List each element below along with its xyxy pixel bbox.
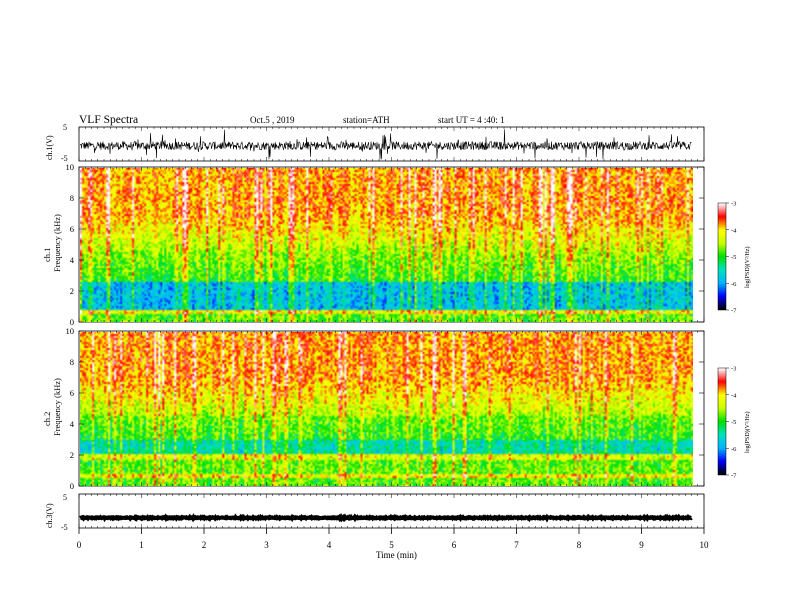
ch2-spectrogram-chlabel: ch.2 [42, 412, 52, 426]
ch1-ytick-2: 2 [70, 286, 74, 296]
ch1-ytick-10: 10 [66, 162, 75, 172]
ch2-cbar-label-3: -6 [731, 446, 737, 453]
xtick-label-3: 3 [264, 540, 269, 550]
start-ut-label: start UT = 4 :40: 1 [438, 115, 505, 125]
ch1-cbar-label-0: -3 [731, 201, 736, 208]
ch2-cbar-label-2: -5 [731, 419, 736, 426]
ch1-spectrogram-ylabel: Frequency (kHz) [52, 214, 62, 272]
xtick-label-1: 1 [139, 540, 144, 550]
xtick-label-8: 8 [577, 540, 582, 550]
xtick-label-4: 4 [327, 540, 332, 550]
xtick-label-7: 7 [514, 540, 519, 550]
ch1-waveform-trace [79, 129, 692, 160]
figure-title: VLF Spectra [79, 114, 138, 126]
xtick-label-6: 6 [452, 540, 457, 550]
ch2-ytick-6: 6 [70, 388, 74, 398]
ch1-spectrogram-chlabel: ch.1 [42, 248, 52, 262]
time-axis-label: Time (min) [376, 550, 417, 560]
date-label: Oct.5 , 2019 [250, 115, 295, 125]
ch3-waveform-panel: 5 -5 ch.3(V) [45, 493, 705, 532]
ch1-colorbar-label: log(PSD)(V²/Hz) [744, 247, 751, 288]
xtick-label-2: 2 [202, 540, 207, 550]
ch3-waveform-frame [78, 493, 705, 529]
ch2-ytick-0: 0 [70, 481, 74, 491]
ch2-spectrogram-ylabel: Frequency (kHz) [52, 378, 62, 436]
ch1-colorbar: -3 -4 -5 -6 -7 log(PSD)(V²/Hz) [717, 201, 751, 315]
ch3-waveform-trace [79, 513, 693, 523]
ch2-spectrogram-panel: 0 2 4 6 8 10 ch.2 Frequency (kHz) [42, 326, 705, 491]
xtick-label-10: 10 [700, 540, 710, 550]
ch1-waveform-panel: 5 -5 ch.1(V) [45, 123, 705, 163]
ch2-colorbar-gradient [718, 368, 726, 475]
ch2-cbar-label-1: -4 [731, 392, 737, 399]
ch1-ytick-6: 6 [70, 224, 74, 234]
ch2-cbar-label-0: -3 [731, 366, 736, 373]
ch1-spectrogram-panel: 0 2 4 6 8 10 ch.1 Frequency (kHz) [42, 162, 705, 327]
time-axis: 0 1 2 3 4 5 6 7 8 9 10 [77, 127, 709, 550]
ch2-ytick-10: 10 [66, 326, 75, 336]
ch2-spectrogram-yaxis: 0 2 4 6 8 10 [66, 326, 704, 491]
ch2-ytick-4: 4 [70, 419, 75, 429]
ch1-ytick-5: 5 [63, 123, 67, 132]
xtick-label-9: 9 [639, 540, 644, 550]
ch1-cbar-label-2: -5 [731, 254, 736, 261]
ch3-waveform-ylabel: ch.3(V) [45, 503, 54, 528]
ch2-colorbar-label: log(PSD)(V²/Hz) [744, 412, 751, 453]
ch1-spectrogram-image [80, 168, 693, 322]
ch1-colorbar-gradient [718, 203, 726, 310]
ch2-ytick-2: 2 [70, 450, 74, 460]
ch3-ytick-neg5: -5 [61, 523, 68, 532]
ch2-colorbar: -3 -4 -5 -6 -7 log(PSD)(V²/Hz) [717, 366, 751, 480]
station-label: station=ATH [343, 115, 390, 125]
ch1-cbar-label-1: -4 [731, 227, 737, 234]
ch1-spectrogram-yaxis: 0 2 4 6 8 10 [66, 162, 704, 327]
ch1-colorbar-ticks: -3 -4 -5 -6 -7 [726, 201, 737, 315]
ch1-cbar-label-4: -7 [731, 308, 737, 315]
ch1-cbar-label-3: -6 [731, 281, 737, 288]
ch2-colorbar-ticks: -3 -4 -5 -6 -7 [726, 366, 737, 480]
ch2-ytick-8: 8 [70, 357, 74, 367]
ch1-ytick-neg5: -5 [61, 154, 68, 163]
ch3-ytick-5: 5 [63, 493, 67, 502]
ch1-waveform-ylabel: ch.1(V) [45, 135, 54, 160]
ch2-spectrogram-image [80, 332, 693, 486]
ch1-ytick-0: 0 [70, 317, 74, 327]
xtick-label-0: 0 [77, 540, 82, 550]
xtick-label-5: 5 [389, 540, 394, 550]
ch1-ytick-4: 4 [70, 255, 75, 265]
ch1-ytick-8: 8 [70, 193, 74, 203]
ch2-cbar-label-4: -7 [731, 473, 737, 480]
